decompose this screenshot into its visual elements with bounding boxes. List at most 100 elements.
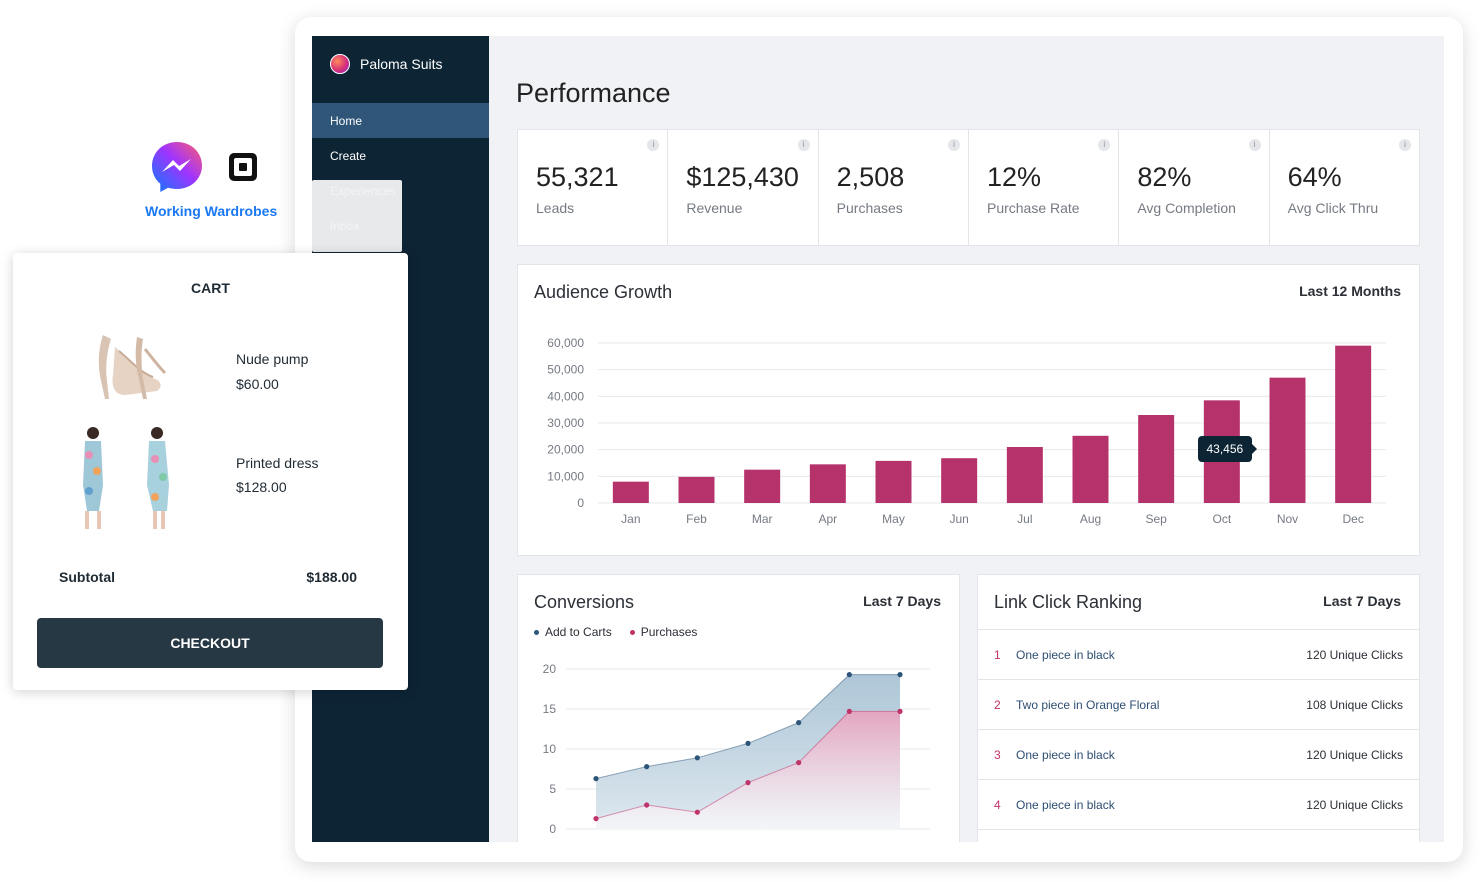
nude-pump-image <box>98 335 167 399</box>
x-tick-label: Oct <box>1212 512 1231 526</box>
bar <box>744 469 781 503</box>
bar <box>809 464 846 503</box>
rank-link-name[interactable]: One piece in black <box>1016 747 1115 762</box>
ranking-row[interactable]: 2 Two piece in Orange Floral 108 Unique … <box>978 679 1419 729</box>
data-point <box>897 672 903 678</box>
x-tick-label: Nov <box>1277 512 1298 526</box>
sidebar-item-home[interactable]: Home <box>312 103 489 138</box>
info-icon[interactable]: i <box>647 139 660 151</box>
ranking-list: 1 One piece in black 120 Unique Clicks 2… <box>978 629 1419 830</box>
y-tick-label: 10,000 <box>547 469 584 483</box>
integration-label: Working Wardrobes <box>145 203 278 219</box>
kpi-card: i 12% Purchase Rate <box>969 130 1120 245</box>
rank-link-name[interactable]: One piece in black <box>1016 647 1115 662</box>
kpi-label: Avg Click Thru <box>1287 200 1379 216</box>
range-selector[interactable]: Last 12 Months <box>1299 283 1401 299</box>
kpi-label: Avg Completion <box>1137 200 1236 216</box>
brand-name: Paloma Suits <box>360 56 443 72</box>
y-tick-label: 15 <box>543 702 557 716</box>
rank-clicks: 120 Unique Clicks <box>1306 747 1403 762</box>
bar <box>1269 377 1306 503</box>
kpi-value: 2,508 <box>836 162 905 192</box>
rank-clicks: 120 Unique Clicks <box>1306 797 1403 812</box>
range-selector[interactable]: Last 7 Days <box>1323 593 1401 609</box>
rank-number: 4 <box>994 797 1001 812</box>
subtotal-label: Subtotal <box>59 569 115 585</box>
ranking-row[interactable]: 4 One piece in black 120 Unique Clicks <box>978 779 1419 829</box>
kpi-value: $125,430 <box>686 162 799 192</box>
square-icon <box>229 153 257 181</box>
kpi-value: 55,321 <box>536 162 619 192</box>
range-selector[interactable]: Last 7 Days <box>863 593 941 609</box>
legend-dot-icon <box>629 629 635 635</box>
legend-item[interactable]: Purchases <box>629 625 697 639</box>
legend-item[interactable]: Add to Carts <box>534 625 612 639</box>
data-point <box>644 802 650 808</box>
brand-logo-icon <box>330 54 350 74</box>
checkout-button[interactable]: CHECKOUT <box>37 618 383 668</box>
y-tick-label: 5 <box>549 782 556 796</box>
cart-item-name: Printed dress <box>236 455 319 471</box>
info-icon[interactable]: i <box>947 139 960 151</box>
area-series <box>596 711 900 829</box>
bar <box>941 458 978 503</box>
bar <box>1006 447 1043 503</box>
bar <box>875 460 912 503</box>
rank-link-name[interactable]: Two piece in Orange Floral <box>1016 697 1160 712</box>
subtotal-value: $188.00 <box>306 569 357 585</box>
y-tick-label: 20,000 <box>547 443 584 457</box>
printed-dress-image <box>83 427 169 529</box>
kpi-card: i 64% Avg Click Thru <box>1270 130 1419 245</box>
ranking-row[interactable]: 3 One piece in black 120 Unique Clicks <box>978 729 1419 779</box>
y-tick-label: 40,000 <box>547 389 584 403</box>
bar <box>1335 345 1372 503</box>
data-point <box>796 720 802 726</box>
kpi-value: 82% <box>1137 162 1192 192</box>
kpi-row: i 55,321 Leads i $125,430 Revenue i 2,50… <box>517 129 1420 246</box>
chart-legend: Add to Carts Purchases <box>534 625 697 639</box>
y-tick-label: 60,000 <box>547 336 584 350</box>
rank-number: 3 <box>994 747 1001 762</box>
card-title: Conversions <box>534 592 635 612</box>
cart-item-name: Nude pump <box>236 351 309 367</box>
data-point <box>846 672 852 678</box>
kpi-label: Leads <box>536 200 575 216</box>
audience-growth-chart: 60,000 50,000 40,000 30,000 20,000 10,000 0 Jan… <box>547 336 1386 526</box>
ranking-row-divider <box>978 829 1419 830</box>
info-icon[interactable]: i <box>1398 139 1411 151</box>
kpi-value: 64% <box>1287 162 1342 192</box>
ranking-row[interactable]: 1 One piece in black 120 Unique Clicks <box>978 629 1419 679</box>
rank-link-name[interactable]: One piece in black <box>1016 797 1115 812</box>
x-tick-label: Jul <box>1017 512 1032 526</box>
dashboard-screen: Paloma Suits Home Create Experiences Inb… <box>312 36 1444 842</box>
kpi-label: Purchases <box>836 200 903 216</box>
cart-title: CART <box>191 280 230 296</box>
y-tick-label: 30,000 <box>547 416 584 430</box>
kpi-card: i 55,321 Leads <box>518 130 669 245</box>
brand[interactable]: Paloma Suits <box>330 54 442 74</box>
messenger-icon <box>152 142 202 192</box>
x-tick-label: Sep <box>1145 512 1167 526</box>
data-point <box>745 740 751 746</box>
data-point <box>593 776 599 782</box>
card-title: Link Click Ranking <box>994 592 1143 612</box>
kpi-card: i 82% Avg Completion <box>1119 130 1270 245</box>
sidebar-item-create[interactable]: Create <box>330 148 367 163</box>
data-point <box>694 809 700 815</box>
audience-growth-card: Audience Growth Last 12 Months 60,000 50,… <box>517 264 1420 556</box>
rank-number: 2 <box>994 697 1001 712</box>
x-tick-label: Jan <box>621 512 640 526</box>
kpi-value: 12% <box>986 162 1042 192</box>
cart-item-price: $128.00 <box>236 479 287 495</box>
x-tick-label: Apr <box>818 512 837 526</box>
kpi-card: i 2,508 Purchases <box>819 130 969 245</box>
info-icon[interactable]: i <box>797 139 810 151</box>
card-title: Audience Growth <box>534 282 673 302</box>
y-tick-label: 20 <box>543 662 557 676</box>
info-icon[interactable]: i <box>1098 139 1111 151</box>
main-content: Performance i 55,321 Leads i $125,430 Re… <box>489 36 1444 842</box>
x-tick-label: Dec <box>1342 512 1363 526</box>
link-click-ranking-card: Link Click Ranking Last 7 Days 1 One pie… <box>977 574 1420 842</box>
bar <box>678 476 715 503</box>
info-icon[interactable]: i <box>1248 139 1261 151</box>
